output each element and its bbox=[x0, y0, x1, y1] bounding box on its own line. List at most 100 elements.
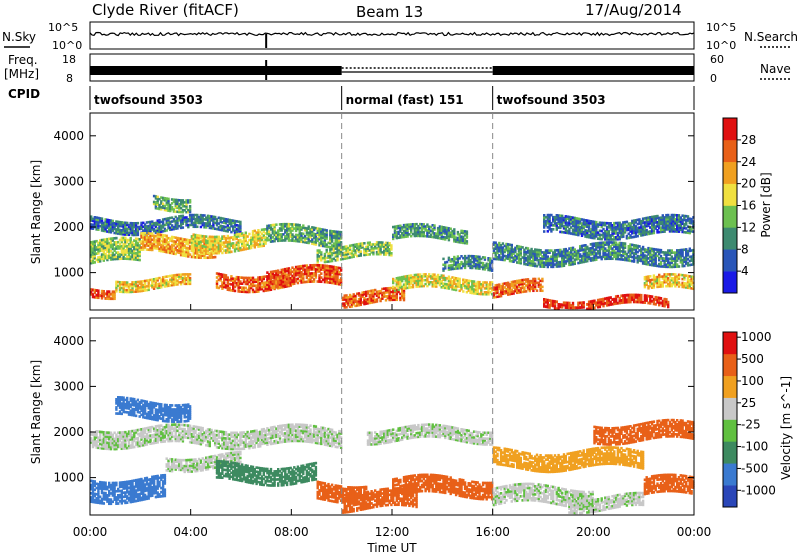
heatmap-cell bbox=[302, 240, 305, 244]
heatmap-cell bbox=[165, 244, 168, 248]
heatmap-cell bbox=[300, 281, 303, 284]
heatmap-cell bbox=[235, 235, 238, 239]
heatmap-cell bbox=[124, 238, 127, 242]
heatmap-cell bbox=[208, 237, 211, 241]
heatmap-cell bbox=[226, 236, 229, 240]
heatmap-cell bbox=[169, 239, 172, 242]
heatmap-cell bbox=[212, 239, 215, 243]
heatmap-cell bbox=[160, 249, 163, 253]
heatmap-cell bbox=[237, 228, 240, 231]
heatmap-cell bbox=[154, 206, 158, 210]
heatmap-cell bbox=[120, 225, 123, 228]
heatmap-cell bbox=[201, 245, 204, 248]
heatmap-cell bbox=[147, 288, 150, 292]
heatmap-cell bbox=[221, 227, 224, 230]
heatmap-cell bbox=[111, 255, 114, 259]
heatmap-cell bbox=[241, 244, 244, 248]
heatmap-cell bbox=[287, 273, 291, 276]
heatmap-cell bbox=[282, 239, 285, 242]
heatmap-cell bbox=[163, 238, 167, 241]
heatmap-cell bbox=[127, 283, 131, 286]
heatmap-cell bbox=[187, 199, 190, 202]
heatmap-cell bbox=[323, 266, 327, 270]
heatmap-cell bbox=[147, 220, 150, 224]
heatmap-cell bbox=[271, 227, 274, 231]
heatmap-cell bbox=[194, 233, 197, 237]
heatmap-cell bbox=[183, 238, 186, 241]
heatmap-cell bbox=[185, 238, 188, 242]
heatmap-cell bbox=[165, 199, 168, 202]
heatmap-cell bbox=[214, 245, 217, 249]
heatmap-cell bbox=[160, 226, 163, 230]
heatmap-cell bbox=[100, 255, 104, 259]
heatmap-cell bbox=[100, 292, 104, 295]
heatmap-cell bbox=[192, 223, 195, 227]
heatmap-cell bbox=[327, 264, 330, 268]
heatmap-cell bbox=[239, 282, 242, 285]
heatmap-cell bbox=[126, 238, 129, 242]
heatmap-cell bbox=[277, 269, 280, 273]
heatmap-cell bbox=[239, 248, 242, 252]
heatmap-cell bbox=[338, 282, 341, 286]
heatmap-cell bbox=[192, 245, 195, 249]
heatmap-cell bbox=[142, 289, 145, 292]
heatmap-cell bbox=[156, 199, 159, 203]
heatmap-cell bbox=[294, 223, 298, 227]
heatmap-cell bbox=[271, 284, 274, 288]
heatmap-cell bbox=[169, 216, 172, 220]
heatmap-cell bbox=[179, 241, 183, 245]
heatmap-cell bbox=[210, 243, 213, 247]
heatmap-cell bbox=[246, 243, 249, 246]
heatmap-cell bbox=[111, 221, 114, 225]
heatmap-cell bbox=[334, 272, 337, 275]
heatmap-cell bbox=[266, 236, 269, 240]
heatmap-cell bbox=[277, 271, 280, 275]
heatmap-cell bbox=[296, 271, 300, 275]
heatmap-cell bbox=[300, 273, 303, 276]
heatmap-cell bbox=[246, 241, 249, 244]
heatmap-cell bbox=[197, 246, 201, 250]
heatmap-cell bbox=[298, 269, 301, 272]
heatmap-cell bbox=[253, 245, 256, 249]
heatmap-cell bbox=[190, 235, 194, 238]
heatmap-cell bbox=[117, 251, 120, 254]
heatmap-cell bbox=[97, 252, 100, 255]
heatmap-cell bbox=[136, 241, 140, 245]
heatmap-cell bbox=[165, 203, 168, 206]
heatmap-cell bbox=[334, 280, 337, 283]
heatmap-cell bbox=[214, 217, 217, 221]
heatmap-cell bbox=[196, 221, 199, 225]
heatmap-cell bbox=[215, 251, 219, 255]
heatmap-cell bbox=[122, 227, 125, 230]
heatmap-cell bbox=[170, 224, 174, 227]
heatmap-cell bbox=[120, 253, 123, 256]
heatmap-cell bbox=[149, 228, 152, 232]
heatmap-cell bbox=[215, 284, 219, 287]
heatmap-cell bbox=[196, 246, 199, 249]
heatmap-cell bbox=[237, 276, 240, 279]
heatmap-cell bbox=[257, 243, 260, 246]
heatmap-cell bbox=[149, 238, 152, 241]
heatmap-cell bbox=[122, 229, 125, 232]
heatmap-cell bbox=[273, 280, 276, 283]
heatmap-cell bbox=[93, 254, 96, 258]
heatmap-cell bbox=[190, 245, 194, 249]
heatmap-cell bbox=[327, 275, 330, 278]
heatmap-cell bbox=[217, 278, 220, 282]
heatmap-cell bbox=[237, 224, 240, 227]
heatmap-cell bbox=[262, 281, 265, 285]
heatmap-cell bbox=[287, 235, 291, 238]
heatmap-cell bbox=[152, 240, 156, 244]
heatmap-cell bbox=[97, 224, 100, 228]
heatmap-cell bbox=[181, 205, 185, 208]
heatmap-cell bbox=[221, 281, 224, 284]
heatmap-cell bbox=[181, 278, 185, 282]
heatmap-cell bbox=[109, 223, 113, 226]
heatmap-cell bbox=[280, 233, 283, 236]
heatmap-cell bbox=[174, 223, 177, 227]
heatmap-cell bbox=[90, 259, 93, 263]
heatmap-cell bbox=[339, 273, 343, 276]
heatmap-cell bbox=[100, 217, 104, 220]
heatmap-cell bbox=[277, 239, 280, 243]
heatmap-cell bbox=[208, 214, 211, 218]
